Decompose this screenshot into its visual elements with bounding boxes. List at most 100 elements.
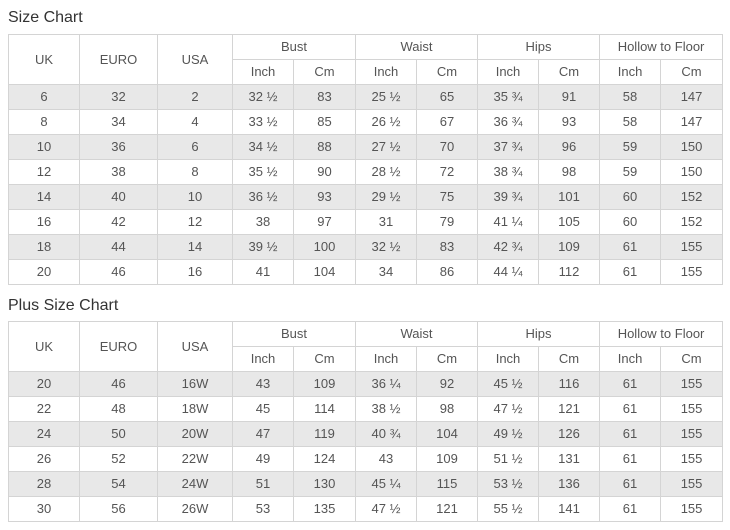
cell: 45 ½: [477, 371, 540, 397]
cell: 121: [416, 496, 479, 522]
cell: 100: [292, 234, 357, 260]
cell: 150: [660, 159, 724, 185]
cell: 37 ¾: [477, 134, 540, 160]
header-waist: Waist: [355, 34, 479, 60]
cell: 85: [292, 109, 357, 135]
table-row: 26 52 22W 49 124 43 109 51 ½ 131 61 155: [8, 446, 724, 472]
header-hollow-to-floor: Hollow to Floor: [599, 321, 724, 347]
header-hips: Hips: [477, 34, 601, 60]
cell: 16W: [157, 371, 233, 397]
cell: 33 ½: [232, 109, 294, 135]
cell: 152: [660, 184, 724, 210]
cell: 79: [416, 209, 479, 235]
plus-size-chart-body: 20 46 16W 43 109 36 ¼ 92 45 ½ 116 61 155 22 48 18W 45 1…: [8, 371, 724, 522]
header-hollow-inch: Inch: [599, 346, 662, 372]
plus-size-chart-header: UK EURO USA Bust Waist Hips Hollow to Fl…: [8, 321, 724, 372]
header-hips-cm: Cm: [538, 59, 601, 85]
header-uk: UK: [8, 321, 80, 372]
header-waist-inch: Inch: [355, 346, 418, 372]
cell: 70: [416, 134, 479, 160]
cell: 49 ½: [477, 421, 540, 447]
cell: 39 ¾: [477, 184, 540, 210]
table-row: 18 44 14 39 ½ 100 32 ½ 83 42 ¾ 109 61 155: [8, 234, 724, 260]
cell: 86: [416, 259, 479, 285]
cell: 105: [538, 209, 601, 235]
cell: 26W: [157, 496, 233, 522]
header-bust-cm: Cm: [292, 346, 357, 372]
cell: 38: [79, 159, 158, 185]
cell: 24W: [157, 471, 233, 497]
cell: 6: [8, 84, 80, 110]
header-hollow-cm: Cm: [660, 59, 724, 85]
header-waist-cm: Cm: [416, 346, 479, 372]
cell: 61: [599, 234, 662, 260]
cell: 48: [79, 396, 158, 422]
header-bust-cm: Cm: [292, 59, 357, 85]
header-hips-cm: Cm: [538, 346, 601, 372]
cell: 90: [292, 159, 357, 185]
cell: 28: [8, 471, 80, 497]
table-row: 28 54 24W 51 130 45 ¼ 115 53 ½ 136 61 155: [8, 471, 724, 497]
cell: 155: [660, 446, 724, 472]
cell: 6: [157, 134, 233, 160]
header-row-groups: UK EURO USA Bust Waist Hips Hollow to Fl…: [8, 34, 724, 85]
header-hollow-inch: Inch: [599, 59, 662, 85]
header-bust: Bust: [231, 321, 357, 347]
cell: 32 ½: [232, 84, 294, 110]
cell: 124: [292, 446, 357, 472]
cell: 59: [599, 159, 662, 185]
cell: 116: [538, 371, 601, 397]
cell: 147: [660, 109, 724, 135]
cell: 38 ½: [355, 396, 418, 422]
header-waist-cm: Cm: [416, 59, 479, 85]
cell: 126: [538, 421, 601, 447]
cell: 101: [538, 184, 601, 210]
cell: 72: [416, 159, 479, 185]
cell: 2: [157, 84, 233, 110]
cell: 26 ½: [355, 109, 418, 135]
cell: 54: [79, 471, 158, 497]
cell: 46: [79, 371, 158, 397]
cell: 20W: [157, 421, 233, 447]
table-row: 8 34 4 33 ½ 85 26 ½ 67 36 ¾ 93 58 147: [8, 109, 724, 135]
header-hollow-cm: Cm: [660, 346, 724, 372]
header-waist-inch: Inch: [355, 59, 418, 85]
cell: 34: [355, 259, 418, 285]
cell: 93: [538, 109, 601, 135]
cell: 14: [157, 234, 233, 260]
cell: 42: [79, 209, 158, 235]
header-usa: USA: [157, 321, 233, 372]
cell: 46: [79, 259, 158, 285]
header-bust-inch: Inch: [232, 346, 294, 372]
table-row: 12 38 8 35 ½ 90 28 ½ 72 38 ¾ 98 59 150: [8, 159, 724, 185]
cell: 40 ¾: [355, 421, 418, 447]
cell: 75: [416, 184, 479, 210]
cell: 136: [538, 471, 601, 497]
cell: 60: [599, 209, 662, 235]
cell: 20: [8, 259, 80, 285]
table-row: 24 50 20W 47 119 40 ¾ 104 49 ½ 126 61 155: [8, 421, 724, 447]
cell: 34: [79, 109, 158, 135]
cell: 61: [599, 446, 662, 472]
size-chart-table: UK EURO USA Bust Waist Hips Hollow to Fl…: [8, 34, 724, 285]
cell: 35 ½: [232, 159, 294, 185]
cell: 92: [416, 371, 479, 397]
cell: 61: [599, 471, 662, 497]
cell: 36 ¼: [355, 371, 418, 397]
size-chart-body: 6 32 2 32 ½ 83 25 ½ 65 35 ¾ 91 58 147 8 34 4 33 ½ 85 26 …: [8, 84, 724, 285]
cell: 42 ¾: [477, 234, 540, 260]
header-row-units: Inch Cm Inch Cm Inch Cm Inch Cm: [9, 346, 724, 372]
cell: 109: [416, 446, 479, 472]
cell: 40: [79, 184, 158, 210]
cell: 58: [599, 109, 662, 135]
cell: 45 ¼: [355, 471, 418, 497]
cell: 112: [538, 259, 601, 285]
cell: 20: [8, 371, 80, 397]
cell: 32 ½: [355, 234, 418, 260]
header-uk: UK: [8, 34, 80, 85]
cell: 130: [292, 471, 357, 497]
cell: 115: [416, 471, 479, 497]
cell: 155: [660, 471, 724, 497]
cell: 41 ¼: [477, 209, 540, 235]
cell: 96: [538, 134, 601, 160]
